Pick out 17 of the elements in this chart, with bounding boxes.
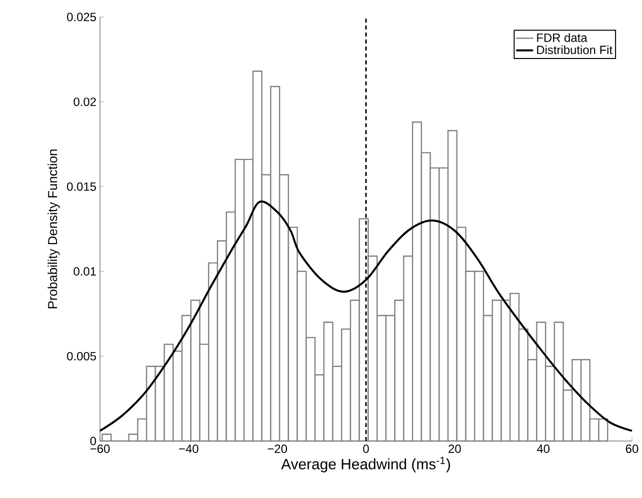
x-tick-label: 20 bbox=[448, 444, 461, 453]
y-tick-label: 0.005 bbox=[67, 352, 96, 360]
x-tick-label: 60 bbox=[626, 444, 638, 453]
legend-label: FDR data bbox=[537, 33, 588, 42]
y-tick-label: 0.02 bbox=[74, 98, 96, 106]
y-tick-label: 0.015 bbox=[67, 182, 96, 191]
x-tick-label: −60 bbox=[90, 444, 110, 453]
x-tick-label: 0 bbox=[363, 444, 369, 453]
y-axis-title: Probability Density Function bbox=[48, 150, 60, 308]
y-tick-label: 0.01 bbox=[74, 267, 96, 276]
x-tick-label: 40 bbox=[536, 444, 550, 453]
legend-label: Distribution Fit bbox=[537, 45, 612, 54]
x-axis-title: Average Headwind (ms$^{-1}$) bbox=[281, 456, 450, 472]
x-tick-label: −20 bbox=[268, 444, 288, 453]
y-tick-label: 0.025 bbox=[67, 12, 96, 22]
x-tick-label: −40 bbox=[179, 444, 198, 453]
y-tick-label: 0 bbox=[90, 436, 96, 446]
